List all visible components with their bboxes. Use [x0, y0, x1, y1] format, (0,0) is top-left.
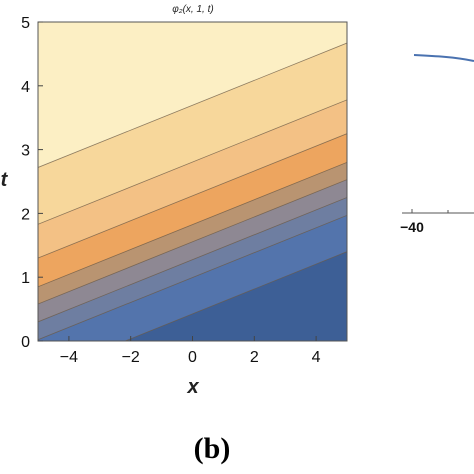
contour-line	[38, 99, 347, 225]
contour-line	[38, 161, 347, 288]
y-tick-label: 2	[21, 206, 30, 223]
x-tick-label: 2	[250, 349, 259, 366]
x-tick-label: 0	[188, 349, 197, 366]
x-tick-label: −2	[122, 349, 140, 366]
y-tick-label: 5	[21, 15, 30, 32]
contour-lines	[38, 42, 347, 341]
x-axis-ticks: −4 −2 0 2 4	[60, 336, 321, 366]
contour-band	[38, 22, 347, 168]
contour-line	[38, 42, 347, 168]
y-tick-label: 4	[21, 79, 30, 96]
contour-line	[38, 133, 347, 259]
y-axis-ticks: 0 1 2 3 4 5	[21, 15, 43, 351]
partial-line-plot: −40	[400, 54, 474, 235]
contour-line	[124, 251, 347, 341]
x-tick-label: 4	[312, 349, 321, 366]
plot-title: φ₂(x, 1, t)	[172, 4, 213, 15]
panel-label: (b)	[194, 432, 231, 465]
contour-bands	[38, 22, 347, 341]
y-tick-label: 0	[21, 334, 30, 351]
contour-line	[38, 179, 347, 305]
x-axis-title: x	[186, 376, 199, 398]
contour-line	[38, 214, 347, 341]
x-tick-label: −4	[60, 349, 78, 366]
y-tick-label: 3	[21, 143, 30, 160]
y-axis-title: t	[1, 169, 9, 191]
y-tick-label: 1	[21, 270, 30, 287]
contour-line	[38, 197, 347, 323]
series-line	[413, 54, 474, 62]
x-tick-label: −40	[400, 219, 424, 235]
contour-plot: φ₂(x, 1, t) −4 −2 0 2 4 0 1 2 3 4 5 x t	[1, 4, 348, 398]
